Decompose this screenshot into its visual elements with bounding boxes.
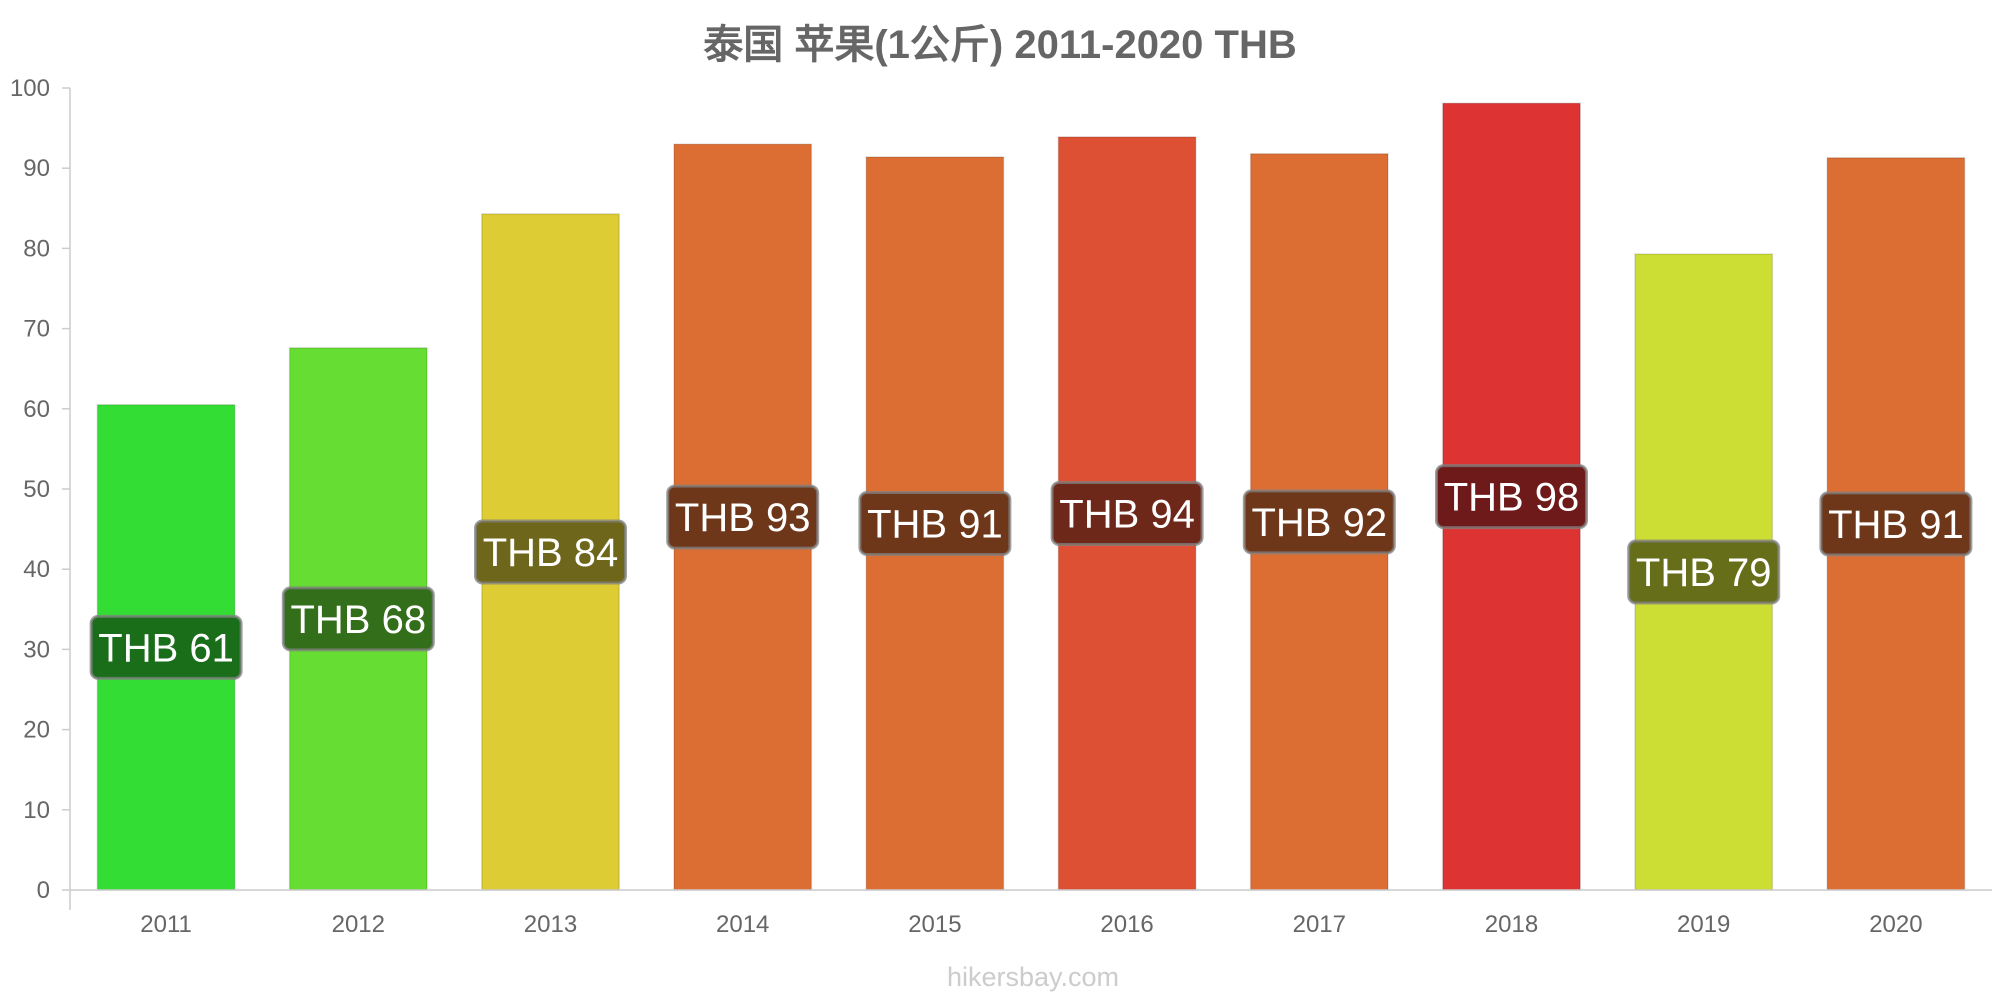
- y-tick-label: 80: [23, 235, 50, 262]
- x-tick-label: 2015: [908, 911, 961, 938]
- data-label: THB 98: [1444, 476, 1580, 520]
- x-tick-label: 2012: [332, 911, 385, 938]
- data-label: THB 79: [1636, 551, 1772, 595]
- x-tick-label: 2013: [524, 911, 577, 938]
- source-footer: hikersbay.com: [947, 962, 1119, 992]
- chart-title: 泰国 苹果(1公斤) 2011-2020 THB: [703, 23, 1297, 67]
- y-tick-label: 50: [23, 476, 50, 503]
- data-label-box: [281, 586, 435, 652]
- x-tick-label: 2014: [716, 911, 769, 938]
- x-tick-label: 2020: [1869, 911, 1922, 938]
- y-tick-label: 40: [23, 556, 50, 583]
- data-labels-group: THB 61 THB 68 THB 84 THB 93 THB 91 THB 94 THB …: [89, 464, 1973, 680]
- data-label-box: [1242, 489, 1396, 555]
- data-label: THB 91: [1828, 503, 1964, 547]
- x-tick-label: 2011: [140, 911, 192, 938]
- x-tick-label: 2016: [1100, 911, 1153, 938]
- y-axis: 0 10 20 30 40 50 60 70 80 90 100: [10, 75, 71, 910]
- data-label: THB 92: [1251, 501, 1387, 545]
- y-tick-label: 70: [23, 316, 50, 343]
- y-tick-label: 20: [23, 717, 50, 744]
- data-label: THB 93: [675, 496, 811, 540]
- y-tick-label: 0: [37, 877, 50, 904]
- data-label: THB 84: [483, 531, 619, 575]
- y-tick-label: 60: [23, 396, 50, 423]
- data-label: THB 94: [1059, 492, 1195, 536]
- y-tick-label: 100: [10, 75, 50, 102]
- x-tick-label: 2018: [1485, 911, 1538, 938]
- data-label-box: [858, 490, 1012, 556]
- data-label-box: [1050, 480, 1204, 546]
- data-label: THB 91: [867, 502, 1003, 546]
- data-label-box: [89, 614, 243, 680]
- data-label-box: [1435, 464, 1588, 530]
- x-tick-label: 2017: [1293, 911, 1346, 938]
- y-tick-label: 90: [23, 155, 50, 182]
- bars-group: [96, 102, 1966, 891]
- data-label-box: [666, 484, 820, 550]
- y-tick-label: 30: [23, 636, 50, 663]
- x-tick-label: 2019: [1677, 911, 1730, 938]
- data-label: THB 68: [290, 598, 426, 642]
- data-label: THB 61: [98, 626, 234, 670]
- y-tick-label: 10: [23, 797, 50, 824]
- x-axis: 2011 2012 2013 2014 2015 2016 2017 2018 2019 2020: [70, 889, 1992, 938]
- data-label-box: [474, 519, 627, 585]
- data-label-box: [1819, 491, 1973, 557]
- data-label-box: [1627, 539, 1781, 605]
